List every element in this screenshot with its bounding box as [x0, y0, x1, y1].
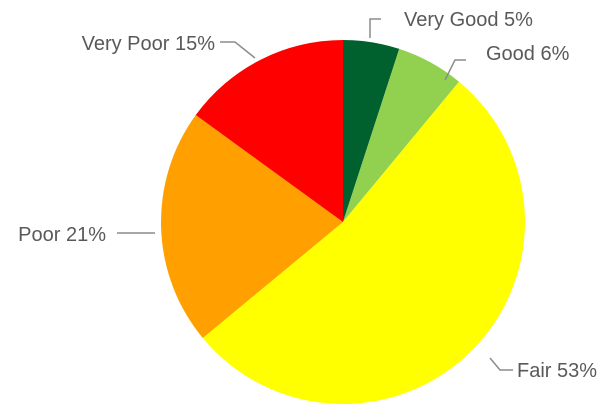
slice-label-poor: Poor 21%	[18, 224, 106, 246]
leader-line-fair	[489, 357, 513, 371]
slice-label-good: Good 6%	[486, 43, 570, 65]
slice-label-very-poor: Very Poor 15%	[82, 33, 216, 55]
pie-slice-good	[343, 48, 460, 222]
slice-label-fair: Fair 53%	[517, 360, 597, 382]
pie-slice-poor	[161, 115, 343, 339]
pie-slice-very-poor	[195, 40, 343, 222]
slice-label-very-good: Very Good 5%	[404, 9, 533, 31]
pie-slice-very-good	[343, 40, 400, 222]
pie-slices	[161, 40, 525, 404]
leader-line-very-good	[369, 18, 381, 38]
leader-line-very-poor	[220, 41, 256, 59]
pie-labels: Very Good 5% Good 6% Fair 53% Poor 21% Very …	[18, 9, 597, 382]
pie-slice-fair	[202, 81, 525, 404]
leader-line-good	[444, 59, 466, 81]
